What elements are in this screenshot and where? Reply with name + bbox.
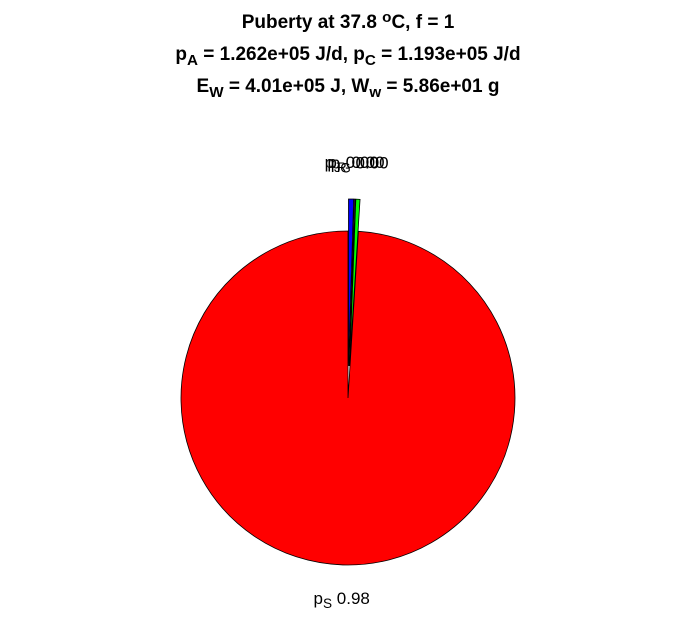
slice-symbol: p bbox=[327, 154, 336, 173]
slice-subscript: J bbox=[334, 160, 341, 175]
title-text: Puberty at 37.8 bbox=[242, 12, 382, 33]
slice-symbol: p bbox=[331, 154, 340, 173]
pie-slice bbox=[349, 198, 361, 367]
title-text: E bbox=[197, 76, 210, 97]
title-text: C, f = 1 bbox=[391, 12, 454, 33]
slice-subscript: G bbox=[340, 160, 351, 175]
title-text: W bbox=[209, 84, 224, 101]
title-text: = 1.262e+05 J/d, p bbox=[198, 44, 365, 65]
title-line: Puberty at 37.8 oC, f = 1 bbox=[242, 9, 455, 33]
title-text: p bbox=[175, 44, 187, 65]
slice-subscript: S bbox=[323, 596, 332, 611]
slice-label: pR 0.00 bbox=[327, 154, 384, 175]
title-text: C bbox=[365, 52, 376, 69]
title-text: = 1.193e+05 J/d bbox=[376, 44, 521, 65]
title-text: w bbox=[368, 84, 381, 101]
slice-value-label: 0.00 bbox=[351, 154, 384, 173]
slice-value-label: 0.98 bbox=[337, 589, 370, 608]
pie-slice bbox=[348, 198, 356, 367]
slice-label: pG 0.00 bbox=[331, 154, 389, 175]
pie-slice bbox=[180, 230, 516, 566]
pie-slice bbox=[348, 198, 355, 367]
title-text: A bbox=[187, 52, 198, 69]
slice-label: pS 0.98 bbox=[313, 589, 369, 610]
slice-label: pJ 0.00 bbox=[325, 154, 379, 175]
title-line: EW = 4.01e+05 J, Ww = 5.86e+01 g bbox=[197, 76, 500, 101]
slice-subscript: R bbox=[337, 160, 347, 175]
title-line: pA = 1.262e+05 J/d, pC = 1.193e+05 J/d bbox=[175, 44, 520, 69]
title-text: o bbox=[382, 9, 391, 26]
slice-value-label: 0.00 bbox=[346, 154, 379, 173]
title-text: = 5.86e+01 g bbox=[381, 76, 499, 97]
slice-value-label: 0.00 bbox=[356, 154, 389, 173]
slice-symbol: p bbox=[325, 154, 334, 173]
slice-symbol: p bbox=[313, 589, 322, 608]
title-text: = 4.01e+05 J, W bbox=[224, 76, 370, 97]
